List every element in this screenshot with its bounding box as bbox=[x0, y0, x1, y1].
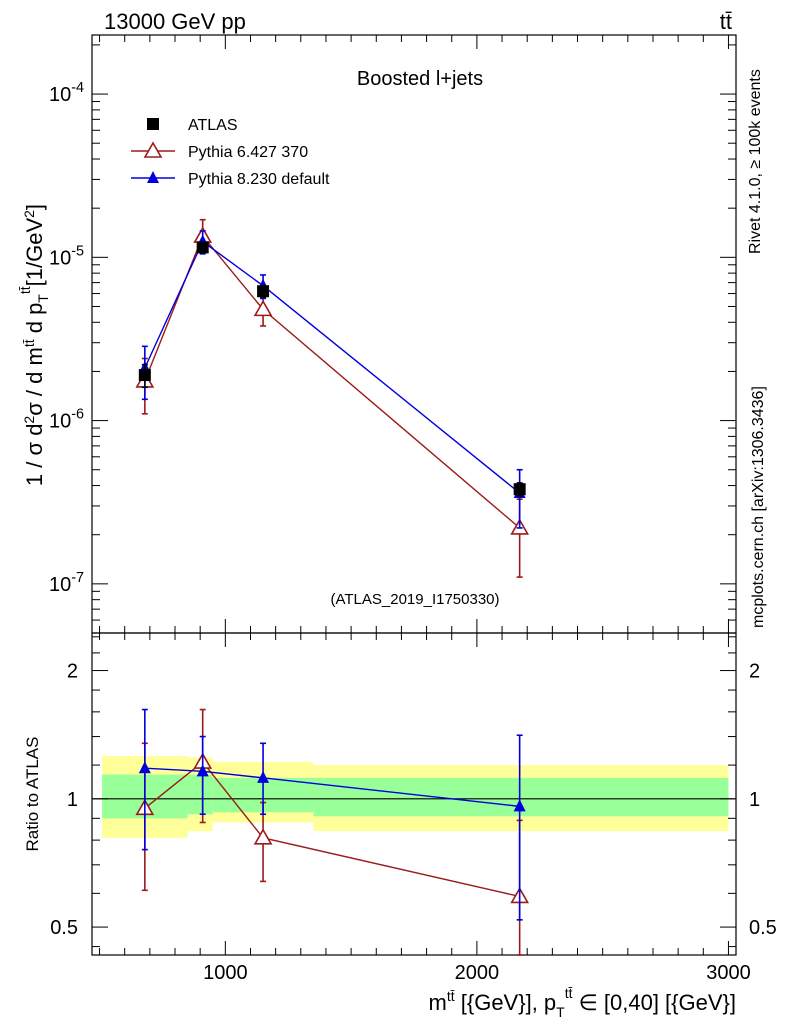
x-tick-label: 3000 bbox=[706, 962, 751, 984]
ratio-frame bbox=[91, 632, 737, 956]
data-point bbox=[257, 770, 270, 783]
analysis-watermark: (ATLAS_2019_I1750330) bbox=[330, 591, 499, 608]
data-point bbox=[138, 761, 151, 774]
y-tick-label: 10-4 bbox=[49, 80, 84, 106]
side-label-bottom: mcplots.cern.ch [arXiv:1306.3436] bbox=[750, 386, 767, 628]
data-point bbox=[257, 285, 270, 298]
x-tick-label: 1000 bbox=[203, 962, 248, 984]
data-point bbox=[513, 483, 526, 496]
data-point bbox=[138, 369, 151, 382]
x-axis-label: mtt̄ [{GeV}], pTtt̄ ∈ [0,40] [{GeV}] bbox=[429, 985, 736, 1020]
main-y-axis-label: 1 / σ d2σ / d mtt̄ d pTtt̄[1/GeV2] bbox=[17, 204, 51, 486]
data-point bbox=[147, 118, 159, 130]
data-point bbox=[147, 171, 159, 183]
legend: ATLAS Pythia 6.427 370 Pythia 8.230 defaul… bbox=[131, 117, 330, 188]
ratio-y-axis-label: Ratio to ATLAS bbox=[23, 737, 42, 852]
main-panel: 10-7 10-6 10-5 10-4 1 / σ d2σ / d mtt̄ d pTt… bbox=[17, 34, 737, 634]
ratio-y-tick-label: 0.5 bbox=[50, 917, 78, 939]
y-tick-label: 10-6 bbox=[49, 407, 84, 433]
data-point bbox=[253, 828, 273, 845]
main-panel-title: Boosted l+jets bbox=[357, 68, 483, 90]
y-tick-label: 10-5 bbox=[49, 243, 84, 269]
side-label-top: Rivet 4.1.0, ≥ 100k events bbox=[747, 69, 764, 254]
x-tick-label: 2000 bbox=[455, 962, 500, 984]
data-point bbox=[143, 141, 163, 158]
series-line bbox=[144, 234, 521, 529]
ratio-y-tick-label: 2 bbox=[67, 661, 78, 683]
data-point bbox=[253, 299, 273, 317]
legend-label: Pythia 6.427 370 bbox=[188, 144, 308, 161]
data-point bbox=[513, 799, 526, 812]
uncertainty-band-inner bbox=[187, 774, 213, 815]
beam-label: 13000 GeV pp bbox=[104, 9, 246, 34]
series-line bbox=[144, 767, 520, 808]
process-label: tt̄ bbox=[720, 9, 732, 34]
ratio-panel: 1000 2000 3000 0.5 0.5 1 1 2 2 Ratio to ATLAS mtt̄… bbox=[23, 632, 777, 1020]
data-point bbox=[196, 241, 209, 254]
legend-label: ATLAS bbox=[188, 117, 238, 134]
y-tick-label: 10-7 bbox=[49, 570, 84, 596]
ratio-y-tick-label-right: 0.5 bbox=[749, 917, 777, 939]
ratio-y-tick-label-right: 1 bbox=[749, 789, 760, 811]
data-point bbox=[196, 764, 209, 777]
legend-label: Pythia 8.230 default bbox=[188, 171, 330, 188]
ratio-y-tick-label-right: 2 bbox=[749, 661, 760, 683]
series-line bbox=[144, 240, 521, 494]
series-line bbox=[144, 761, 520, 898]
ratio-y-tick-label: 1 bbox=[67, 789, 78, 811]
